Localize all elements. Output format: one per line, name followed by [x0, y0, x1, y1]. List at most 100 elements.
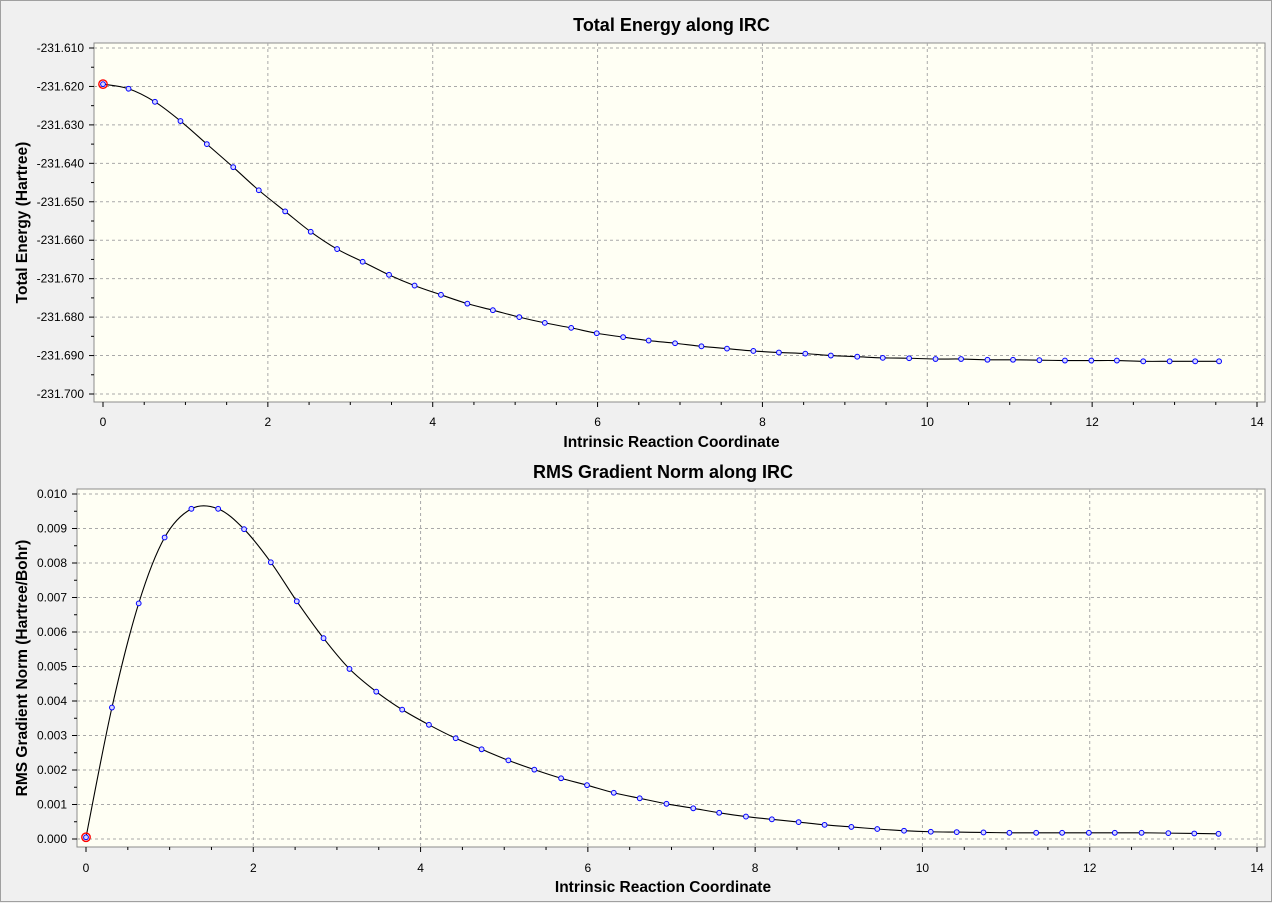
chart2-data-point[interactable]: [953, 829, 960, 835]
chart2-data-point[interactable]: [768, 816, 775, 823]
chart1-data-point[interactable]: [750, 348, 757, 354]
chart2-data-point[interactable]: [1215, 830, 1222, 837]
chart1-data-point[interactable]: [724, 345, 730, 352]
chart2-data-point[interactable]: [927, 828, 934, 835]
chart2-data-point[interactable]: [109, 704, 115, 711]
chart1-data-point[interactable]: [1010, 356, 1016, 363]
chart1-data-point[interactable]: [1088, 357, 1095, 364]
chart2-data-point[interactable]: [743, 813, 749, 820]
chart2-x-tick-label: 0: [83, 861, 90, 875]
chart2-data-point[interactable]: [161, 534, 168, 541]
chart1-data-point[interactable]: [334, 246, 340, 252]
chart1-data-point[interactable]: [984, 356, 991, 363]
chart2-data-point[interactable]: [1033, 829, 1040, 836]
chart2-data-point[interactable]: [346, 666, 353, 672]
chart1-data-point[interactable]: [411, 282, 418, 289]
chart2-data-point[interactable]: [874, 826, 881, 832]
chart2-data-point[interactable]: [821, 821, 828, 828]
chart2-data-point[interactable]: [320, 635, 327, 642]
chart1-data-point[interactable]: [827, 352, 834, 359]
chart1-y-tick-label: -231.690: [37, 349, 85, 363]
chart2-data-point[interactable]: [293, 598, 300, 605]
chart2-data-point[interactable]: [215, 505, 222, 512]
chart2-data-point[interactable]: [1191, 830, 1198, 837]
chart1-data-point[interactable]: [386, 271, 392, 278]
chart1-data-point[interactable]: [1192, 358, 1199, 365]
chart1-data-point[interactable]: [802, 350, 809, 357]
chart2-data-point[interactable]: [558, 775, 564, 782]
chart2-data-point[interactable]: [636, 795, 643, 802]
chart2-current-point-marker[interactable]: [81, 832, 91, 843]
chart1-data-point[interactable]: [958, 356, 964, 362]
chart1-data-point[interactable]: [1166, 358, 1173, 365]
chart2-data-point[interactable]: [188, 505, 195, 512]
chart1-data-point[interactable]: [464, 300, 471, 307]
chart1-data-point[interactable]: [645, 337, 652, 344]
chart1-data-point[interactable]: [125, 85, 132, 92]
chart2-data-point[interactable]: [848, 824, 855, 830]
chart1-data-point[interactable]: [230, 164, 237, 171]
chart2-data-point[interactable]: [1111, 829, 1118, 836]
chart1-data-point[interactable]: [1036, 357, 1043, 364]
chart1-data-point[interactable]: [593, 330, 600, 337]
chart1-data-point[interactable]: [879, 354, 886, 361]
chart2-data-point[interactable]: [663, 800, 670, 807]
chart1-data-point[interactable]: [255, 187, 262, 194]
chart2-data-point[interactable]: [1085, 829, 1092, 836]
chart2-data-point[interactable]: [795, 819, 802, 825]
chart2-data-point[interactable]: [373, 688, 380, 695]
chart2-data-point[interactable]: [1006, 829, 1013, 836]
chart2-data-point[interactable]: [531, 766, 538, 773]
chart1-data-point[interactable]: [1113, 357, 1120, 364]
chart1-x-tick-label: 14: [1250, 415, 1264, 429]
chart1-data-point[interactable]: [203, 141, 210, 148]
chart2-data-point[interactable]: [690, 805, 697, 812]
chart2-data-point[interactable]: [1059, 829, 1066, 836]
chart2-data-point[interactable]: [452, 735, 459, 742]
chart2-y-tick-label: 0.000: [37, 832, 67, 846]
chart2-data-point[interactable]: [241, 526, 247, 533]
chart1-data-point[interactable]: [359, 258, 366, 265]
chart1-data-point[interactable]: [906, 355, 913, 362]
chart2-data-point[interactable]: [1165, 830, 1172, 837]
chart2-data-point[interactable]: [399, 706, 406, 713]
chart1-y-axis-label: Total Energy (Hartree): [14, 142, 31, 304]
chart1-data-point[interactable]: [541, 319, 548, 326]
chart1-data-point[interactable]: [152, 98, 158, 105]
chart2-data-point[interactable]: [426, 721, 432, 728]
chart2-data-point[interactable]: [135, 600, 142, 607]
chart2-data-point[interactable]: [716, 809, 723, 816]
chart2-data-point[interactable]: [478, 746, 485, 753]
chart2-y-tick-label: 0.008: [37, 556, 67, 570]
chart1-data-point[interactable]: [489, 307, 496, 314]
chart1-data-point[interactable]: [672, 340, 678, 347]
chart1-data-point[interactable]: [307, 228, 314, 235]
chart1-y-tick-label: -231.660: [37, 233, 85, 247]
chart2-data-point[interactable]: [584, 782, 590, 789]
chart1-data-point[interactable]: [1062, 357, 1068, 364]
chart2-data-point[interactable]: [1138, 829, 1145, 836]
chart1-current-point-marker[interactable]: [98, 79, 108, 90]
chart1-data-point[interactable]: [100, 81, 106, 88]
chart1-data-point[interactable]: [516, 314, 523, 321]
chart1-data-point[interactable]: [568, 324, 575, 331]
chart1-data-point[interactable]: [776, 349, 782, 356]
chart2-data-point[interactable]: [83, 834, 89, 841]
chart1-data-point[interactable]: [620, 334, 627, 341]
chart2-x-tick-label: 8: [752, 861, 759, 875]
chart1-data-point[interactable]: [1216, 358, 1222, 365]
chart2-data-point[interactable]: [901, 827, 907, 834]
chart2-data-point[interactable]: [505, 757, 512, 764]
chart1-x-tick-label: 8: [759, 415, 766, 429]
chart1-data-point[interactable]: [854, 353, 861, 360]
chart1-data-point[interactable]: [932, 356, 939, 362]
chart1-data-point[interactable]: [282, 208, 289, 215]
chart2-data-point[interactable]: [267, 559, 274, 566]
chart1-data-point[interactable]: [698, 343, 705, 350]
chart1-data-point[interactable]: [177, 118, 184, 124]
chart1-data-point[interactable]: [438, 291, 444, 298]
chart1-data-point[interactable]: [1140, 358, 1147, 365]
chart2-data-point[interactable]: [980, 829, 987, 836]
chart2-data-point[interactable]: [610, 789, 617, 796]
